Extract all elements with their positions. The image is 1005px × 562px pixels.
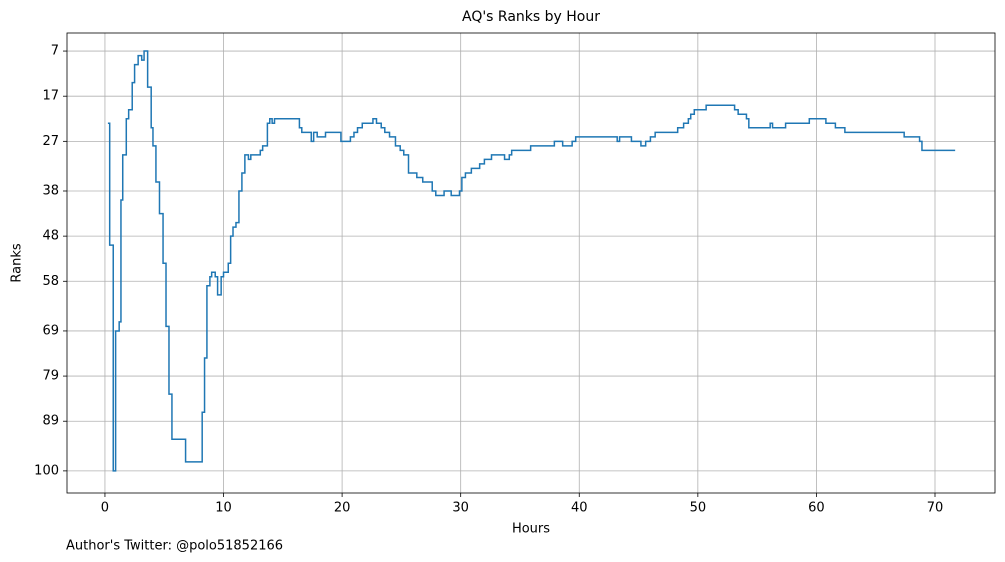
chart-title: AQ's Ranks by Hour [462,9,600,25]
y-tick-label: 58 [42,274,59,289]
x-tick-label: 30 [452,501,469,516]
y-tick-label: 38 [42,183,59,198]
y-tick-label: 48 [42,229,59,244]
x-tick-label: 20 [334,501,351,516]
x-tick-label: 70 [927,501,944,516]
footnote: Author's Twitter: @polo51852166 [66,539,283,554]
y-axis-label: Ranks [10,243,25,282]
y-tick-label: 100 [34,463,59,478]
rank-line [107,50,956,472]
y-tick-label: 89 [42,414,59,429]
y-tick-label: 79 [42,369,59,384]
x-tick-label: 40 [571,501,588,516]
y-tick-label: 17 [42,89,59,104]
y-tick-label: 27 [42,134,59,149]
x-tick-label: 0 [101,501,109,516]
x-tick-label: 60 [808,501,825,516]
x-tick-label: 10 [215,501,232,516]
y-tick-label: 7 [51,44,59,59]
plot-frame [66,32,996,494]
x-tick-label: 50 [690,501,707,516]
x-axis-label: Hours [512,522,550,537]
y-tick-label: 69 [42,323,59,338]
